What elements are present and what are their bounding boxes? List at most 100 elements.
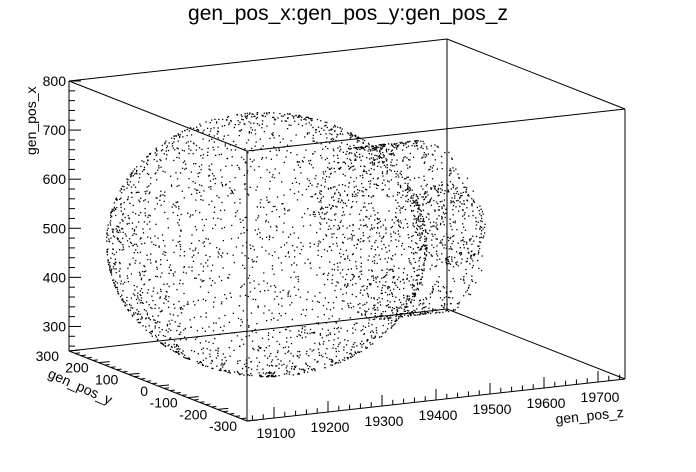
data-point: [414, 293, 417, 295]
data-point: [339, 262, 341, 264]
data-point: [383, 164, 385, 167]
data-point: [424, 238, 426, 240]
data-point: [288, 124, 290, 126]
data-point: [205, 218, 207, 220]
data-point: [465, 261, 467, 263]
data-point: [146, 156, 148, 158]
data-point: [384, 258, 386, 260]
data-point: [228, 370, 230, 372]
data-point: [165, 158, 167, 160]
data-point: [149, 191, 151, 193]
data-point: [372, 207, 374, 209]
data-point: [184, 160, 186, 162]
data-point: [409, 159, 411, 161]
data-point: [208, 133, 210, 136]
data-point: [416, 243, 418, 245]
data-point: [298, 373, 300, 375]
data-point: [367, 339, 369, 341]
data-point: [410, 276, 413, 278]
data-point: [441, 299, 444, 301]
data-point: [131, 314, 133, 316]
data-point: [386, 251, 388, 253]
data-point: [166, 259, 168, 261]
data-point: [278, 149, 280, 152]
data-point: [456, 261, 458, 263]
data-point: [462, 223, 464, 225]
data-point: [414, 295, 416, 298]
data-point: [267, 372, 269, 374]
data-point: [164, 191, 166, 193]
data-point: [199, 172, 201, 174]
data-point: [431, 292, 433, 294]
data-point: [239, 198, 241, 200]
data-point: [375, 148, 377, 151]
data-point: [165, 299, 167, 301]
data-point: [107, 261, 109, 263]
data-point: [465, 291, 467, 293]
data-point: [182, 161, 185, 164]
data-point: [441, 305, 443, 307]
data-point: [294, 249, 296, 252]
data-point: [209, 122, 211, 124]
data-point: [291, 302, 293, 304]
data-point: [393, 222, 395, 224]
data-point: [481, 230, 483, 232]
data-point: [190, 149, 192, 151]
minor-tick: [146, 380, 152, 382]
data-point: [243, 123, 245, 125]
data-point: [258, 166, 260, 168]
data-point: [462, 209, 464, 211]
data-point: [434, 210, 436, 212]
data-point: [423, 152, 425, 154]
data-point: [417, 246, 420, 249]
data-point: [199, 361, 201, 363]
data-point: [363, 202, 366, 204]
data-point: [261, 337, 264, 339]
data-point: [265, 236, 268, 238]
data-point: [167, 218, 169, 220]
data-point: [460, 253, 463, 255]
data-point: [338, 191, 340, 194]
data-point: [419, 228, 421, 230]
data-point: [416, 141, 418, 144]
data-point: [351, 152, 353, 154]
data-point: [260, 375, 262, 378]
data-point: [202, 280, 204, 282]
data-point: [439, 297, 442, 299]
data-point: [239, 218, 241, 220]
data-point: [434, 308, 436, 311]
data-point: [150, 262, 152, 264]
data-point: [284, 352, 286, 355]
data-point: [309, 328, 312, 331]
data-point: [405, 200, 407, 202]
data-point: [470, 254, 473, 257]
data-point: [434, 233, 436, 236]
data-point: [437, 285, 439, 287]
data-point: [407, 145, 410, 147]
data-point: [311, 332, 313, 334]
data-point: [224, 143, 226, 145]
data-point: [374, 315, 376, 317]
data-point: [164, 171, 166, 173]
data-point: [312, 153, 314, 155]
data-point: [214, 182, 216, 185]
data-point: [403, 308, 405, 310]
data-point: [271, 265, 274, 267]
data-point: [443, 297, 445, 299]
data-point: [471, 197, 473, 200]
data-point: [138, 221, 140, 223]
data-point: [401, 316, 404, 318]
data-point: [349, 158, 351, 160]
data-point: [348, 168, 350, 170]
data-point: [377, 184, 379, 187]
data-point: [425, 254, 428, 256]
data-point: [389, 315, 391, 317]
data-point: [431, 311, 434, 313]
data-point: [442, 244, 444, 246]
data-point: [176, 329, 178, 332]
data-point: [162, 344, 165, 346]
data-point: [302, 161, 304, 163]
data-point: [179, 235, 181, 237]
data-point: [432, 308, 434, 310]
data-point: [420, 248, 423, 250]
